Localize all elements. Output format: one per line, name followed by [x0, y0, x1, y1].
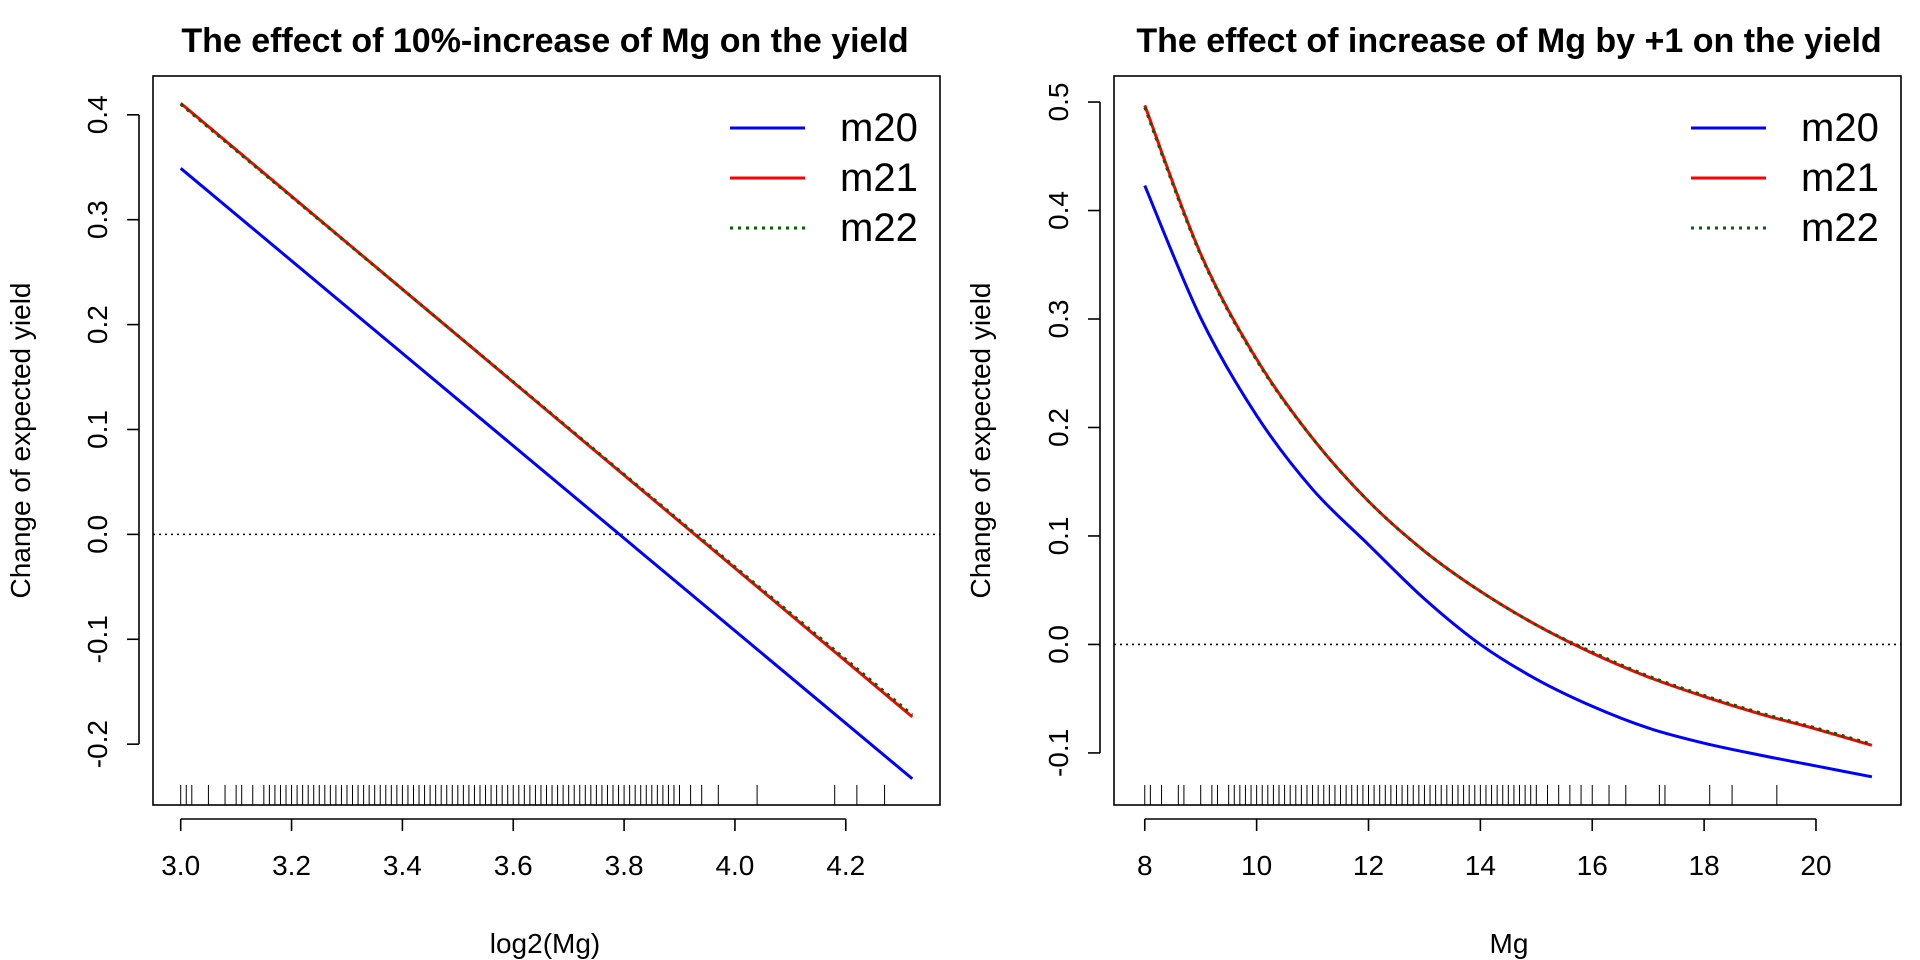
plot-frame: [152, 75, 941, 806]
series-line-m20: [179, 167, 914, 780]
y-tick-label: 0.5: [1043, 83, 1074, 122]
series-line-m20: [1143, 184, 1873, 779]
legend-label: m22: [1801, 206, 1879, 250]
y-tick-label: 0.3: [1043, 300, 1074, 339]
y-axis-label: Change of expected yield: [5, 283, 36, 599]
rug-marks: [1144, 785, 1778, 805]
chart-title: The effect of increase of Mg by +1 on th…: [1136, 22, 1881, 60]
x-tick-label: 3.0: [161, 850, 200, 881]
series-line-m22: [179, 103, 914, 716]
y-tick-label: 0.2: [82, 305, 113, 344]
chart-title: The effect of 10%-increase of Mg on the …: [181, 22, 908, 60]
legend-label: m21: [1801, 156, 1879, 200]
x-tick-label: 4.2: [826, 850, 865, 881]
x-tick-label: 18: [1689, 850, 1720, 881]
chart-panel-2: The effect of increase of Mg by +1 on th…: [965, 22, 1902, 959]
x-tick-label: 10: [1241, 850, 1272, 881]
x-tick-label: 3.8: [605, 850, 644, 881]
x-tick-label: 14: [1465, 850, 1496, 881]
y-tick-label: 0.0: [82, 515, 113, 554]
x-tick-label: 20: [1800, 850, 1831, 881]
chart-panel-1: The effect of 10%-increase of Mg on the …: [5, 22, 941, 959]
x-axis-label: log2(Mg): [490, 928, 600, 959]
x-tick-label: 8: [1137, 850, 1153, 881]
series-line-m21: [179, 102, 914, 719]
y-tick-label: -0.1: [82, 615, 113, 663]
y-tick-label: 0.1: [1043, 516, 1074, 555]
x-tick-label: 4.0: [715, 850, 754, 881]
y-tick-label: -0.2: [82, 720, 113, 768]
series-line-m21: [1143, 104, 1873, 747]
legend: m20 m21 m22: [730, 106, 918, 250]
legend-label: m20: [1801, 106, 1879, 150]
y-axis-label: Change of expected yield: [965, 283, 996, 599]
x-tick-label: 16: [1577, 850, 1608, 881]
legend: m20 m21 m22: [1691, 106, 1879, 250]
legend-label: m21: [840, 156, 918, 200]
y-tick-label: 0.0: [1043, 625, 1074, 664]
x-tick-label: 3.4: [383, 850, 422, 881]
x-tick-label: 3.6: [494, 850, 533, 881]
y-tick-label: -0.1: [1043, 729, 1074, 777]
y-tick-label: 0.4: [82, 95, 113, 134]
y-tick-label: 0.4: [1043, 191, 1074, 230]
y-tick-label: 0.1: [82, 410, 113, 449]
x-axis-label: Mg: [1490, 928, 1529, 959]
plot-frame: [1113, 75, 1902, 806]
x-tick-label: 12: [1353, 850, 1384, 881]
legend-label: m22: [840, 206, 918, 250]
x-tick-label: 3.2: [272, 850, 311, 881]
y-tick-label: 0.2: [1043, 408, 1074, 447]
series-line-m22: [1143, 106, 1873, 746]
rug-marks: [180, 785, 886, 805]
legend-label: m20: [840, 106, 918, 150]
y-tick-label: 0.3: [82, 200, 113, 239]
